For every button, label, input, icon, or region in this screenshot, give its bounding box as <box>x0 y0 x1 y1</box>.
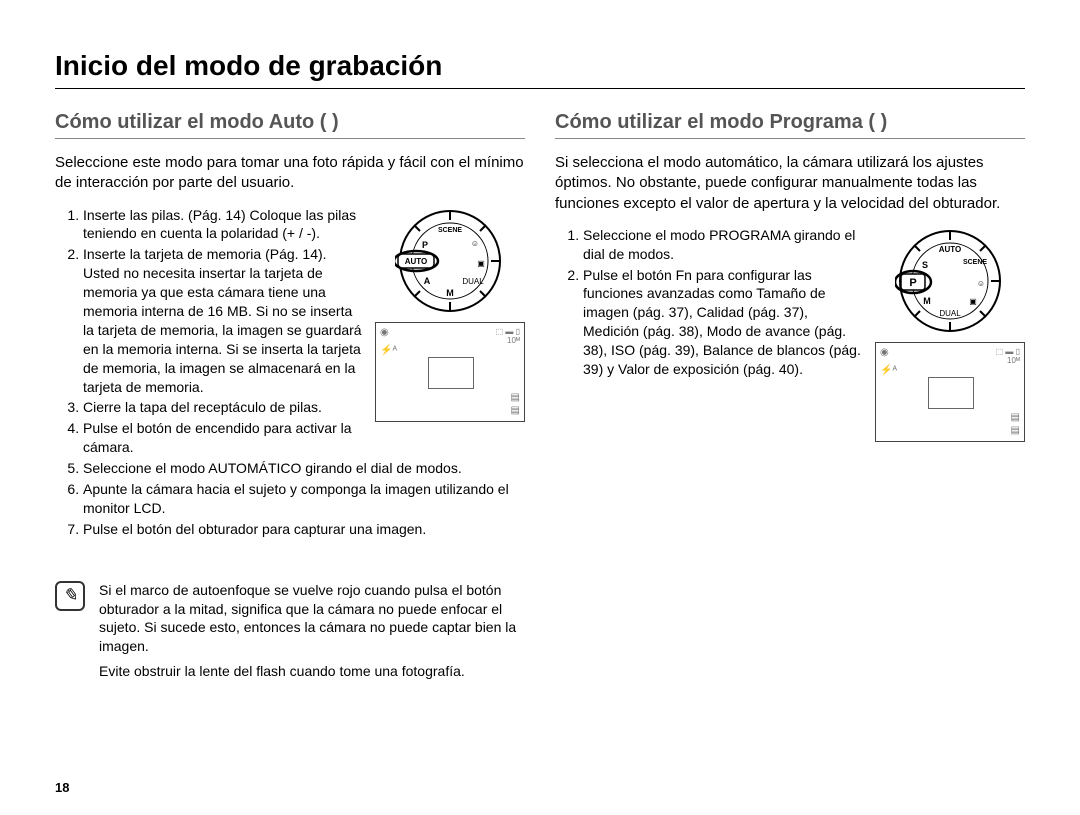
flash-icon: ⚡ᴬ <box>380 345 397 356</box>
svg-text:SCENE: SCENE <box>438 227 462 234</box>
svg-text:DUAL: DUAL <box>939 309 961 318</box>
svg-text:▣: ▣ <box>477 259 485 268</box>
left-column: Cómo utilizar el modo Auto ( ) Seleccion… <box>55 111 525 687</box>
lcd-preview-auto: ◉ ⚡ᴬ ⬚ ▬ ▯10ᴹ ▤▤ <box>375 322 525 422</box>
svg-text:AUTO: AUTO <box>405 257 428 266</box>
note-box: ✎ Si el marco de autoenfoque se vuelve r… <box>55 581 525 687</box>
lcd-status-icon: ⬚ ▬ ▯10ᴹ <box>996 347 1020 366</box>
svg-text:▣: ▣ <box>969 297 977 306</box>
svg-text:P: P <box>422 240 428 250</box>
step-item: Pulse el botón de encendido para activar… <box>83 419 525 457</box>
right-illustration: AUTO SCENE ☺ ▣ DUAL M A S P ◉ ⚡ᴬ <box>875 226 1025 442</box>
left-subtitle: Cómo utilizar el modo Auto ( ) <box>55 111 525 139</box>
flash-icon: ⚡ᴬ <box>880 365 897 376</box>
svg-text:M: M <box>923 296 931 306</box>
note-text-2: Evite obstruir la lente del ﬂash cuando … <box>99 662 525 681</box>
note-text-1: Si el marco de autoenfoque se vuelve roj… <box>99 581 525 657</box>
right-subtitle: Cómo utilizar el modo Programa ( ) <box>555 111 1025 139</box>
left-illustration: SCENE ☺ ▣ DUAL M A S P AUTO ◉ ⚡ᴬ <box>375 206 525 422</box>
mode-dial-program-icon: AUTO SCENE ☺ ▣ DUAL M A S P <box>895 226 1005 336</box>
right-column: Cómo utilizar el modo Programa ( ) Si se… <box>555 111 1025 687</box>
svg-text:A: A <box>424 276 431 286</box>
svg-text:M: M <box>446 288 454 298</box>
lcd-bars-icon: ▤▤ <box>1011 411 1020 437</box>
camera-icon: ◉ <box>380 327 389 338</box>
svg-text:SCENE: SCENE <box>963 259 987 266</box>
left-intro: Seleccione este modo para tomar una foto… <box>55 153 525 194</box>
svg-text:S: S <box>922 260 928 270</box>
page-title: Inicio del modo de grabación <box>55 50 1025 89</box>
step-item: Pulse el botón del obturador para captur… <box>83 520 525 539</box>
lcd-bars-icon: ▤▤ <box>511 391 520 417</box>
svg-text:☺: ☺ <box>977 279 985 288</box>
lcd-preview-program: ◉ ⚡ᴬ ⬚ ▬ ▯10ᴹ ▤▤ <box>875 342 1025 442</box>
note-icon: ✎ <box>55 581 85 611</box>
lcd-status-icon: ⬚ ▬ ▯10ᴹ <box>496 327 520 346</box>
svg-text:P: P <box>909 277 916 289</box>
svg-text:DUAL: DUAL <box>462 277 484 286</box>
camera-icon: ◉ <box>880 347 889 358</box>
mode-dial-auto-icon: SCENE ☺ ▣ DUAL M A S P AUTO <box>395 206 505 316</box>
page-number: 18 <box>55 780 69 795</box>
svg-text:☺: ☺ <box>471 239 479 248</box>
right-intro: Si selecciona el modo automático, la cám… <box>555 153 1025 214</box>
step-item: Apunte la cámara hacia el sujeto y compo… <box>83 480 525 518</box>
svg-text:AUTO: AUTO <box>939 245 962 254</box>
step-item: Seleccione el modo AUTOMÁTICO girando el… <box>83 459 525 478</box>
